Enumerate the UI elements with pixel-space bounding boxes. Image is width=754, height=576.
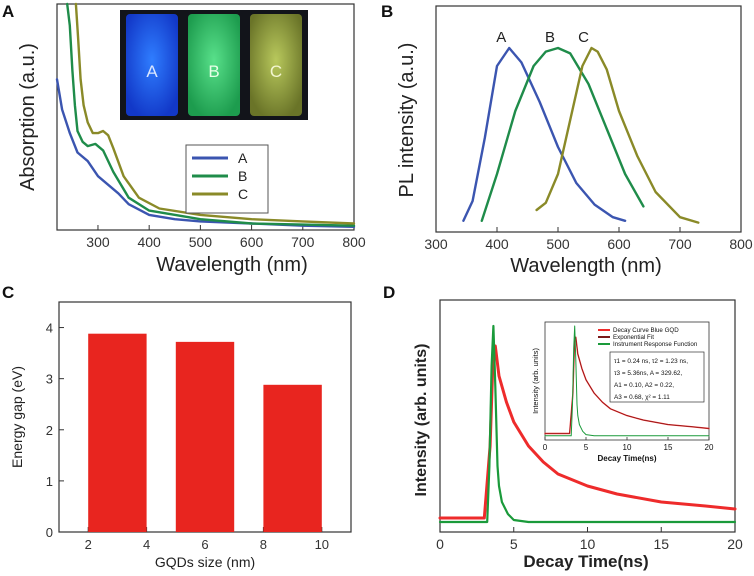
vial-a-label: A [146,62,158,81]
panel-c-ytick-label: 2 [46,423,53,438]
panel-a-series-b [65,2,356,227]
panel-a-letter: A [2,2,14,21]
panel-d-letter: D [383,283,395,302]
legend-a-entry-c: C [238,186,248,202]
panel-c-ylabel: Energy gap (eV) [9,366,25,468]
panel-c-xlabel: GQDs size (nm) [155,554,255,570]
panel-c-ytick-label: 3 [46,372,53,387]
inset-xlabel: Decay Time(ns) [598,454,657,463]
panel-a-frame [56,3,355,231]
panel-c-xtick-label: 10 [315,537,329,552]
inset-series-irf [544,325,710,437]
panel-c-bar-1 [88,333,147,532]
vial-c [250,14,302,116]
panel-c-ytick-label: 0 [46,525,53,540]
panel-a-xtick-label: 500 [189,234,213,250]
panel-c-xtick-label: 6 [201,537,208,552]
panel-b-xtick-label: 800 [729,236,753,252]
panel-d-xtick-label: 0 [436,536,444,552]
panel-c-xtick-label: 8 [260,537,267,552]
panel-b-xtick-label: 300 [424,236,448,252]
panel-c-xtick-label: 2 [85,537,92,552]
inset-legend-irf: Instrument Response Function [613,341,698,348]
panel-b-ylabel: PL intensity (a.u.) [396,43,418,198]
panel-d-xtick-label: 20 [727,536,743,552]
panel-d-inset: 0 5 10 15 20 Decay Curve Blue GQD Exponentia… [531,321,714,463]
inset-xtick-label: 5 [584,443,589,452]
vial-c-label: C [270,62,282,81]
inset-legend-decay: Decay Curve Blue GQD [613,327,679,334]
panel-d-xtick-label: 15 [653,536,669,552]
panel-b-xtick-label: 400 [485,236,509,252]
legend-a-entry-b: B [238,168,247,184]
panel-d-xtick-label: 10 [580,536,596,552]
panel-c-ytick-label: 4 [46,321,53,336]
panel-b-peak-label-c: C [578,29,589,46]
panel-b-letter: B [381,2,393,21]
panel-b-peak-label-b: B [545,29,555,46]
vial-b-label: B [208,62,219,81]
fit-params-box [609,351,705,403]
panel-d-series-irf [438,324,737,524]
panel-a-xtick-label: 300 [86,234,110,250]
panel-d: D 0 5 10 15 20 Decay Time(ns) Intensity (arb… [383,283,743,571]
panel-b-xtick-label: 600 [607,236,631,252]
panel-a-xtick-label: 600 [240,234,264,250]
inset-xtick-label: 20 [705,443,714,452]
panel-b-xtick-label: 500 [546,236,570,252]
inset-ylabel: Intensity (arb. units) [531,348,540,414]
inset-xtick-label: 15 [664,443,673,452]
vial-a [126,14,178,116]
panel-b-series-c [535,46,700,224]
panel-a-series-c [74,2,356,225]
fit-params-line-2: τ3 = 5.36ns, A = 329.62, [614,370,682,377]
panel-c: C 2 4 6 8 10 0 1 2 3 4 GQDs size (nm) Energy gap … [2,283,352,570]
legend-a: A B C [185,144,269,214]
panel-c-bar-3 [263,384,322,532]
fit-params-line-1: τ1 = 0.24 ns, τ2 = 1.23 ns, [614,358,688,365]
inset-xtick-label: 0 [543,443,548,452]
fit-params-line-3: A1 = 0.10, A2 = 0.22, [614,382,674,389]
panel-c-bar-2 [175,341,235,532]
panel-c-ytick-label: 1 [46,474,53,489]
panel-b: B 300 400 500 600 700 800 A B C Wavelength (nm)… [381,2,753,277]
panel-d-ylabel: Intensity (arb. units) [413,344,430,497]
panel-c-letter: C [2,283,14,302]
vial-photo: A B C [120,10,308,120]
inset-legend-fit: Exponential Fit [613,334,654,341]
panel-b-frame [435,5,742,233]
fit-params-line-4: A3 = 0.68, χ² = 1.11 [614,394,670,401]
panel-a-xtick-label: 700 [291,234,315,250]
panel-a-ylabel: Absorption (a.u.) [17,43,39,191]
panel-b-series-a [462,46,627,223]
panel-a: A 300 400 500 600 700 800 A B C A B [2,2,366,276]
panel-a-xtick-label: 400 [137,234,161,250]
panel-a-xtick-label: 800 [342,234,366,250]
panel-b-series-b [480,46,645,223]
panel-d-xlabel: Decay Time(ns) [523,552,648,571]
panel-c-xtick-label: 4 [143,537,150,552]
legend-a-entry-a: A [238,150,248,166]
panel-b-peak-label-a: A [496,29,506,46]
panel-b-xtick-label: 700 [668,236,692,252]
panel-d-xtick-label: 5 [510,536,518,552]
vial-b [188,14,240,116]
panel-a-xlabel: Wavelength (nm) [156,254,308,276]
inset-xtick-label: 10 [623,443,632,452]
panel-b-xlabel: Wavelength (nm) [510,255,662,277]
